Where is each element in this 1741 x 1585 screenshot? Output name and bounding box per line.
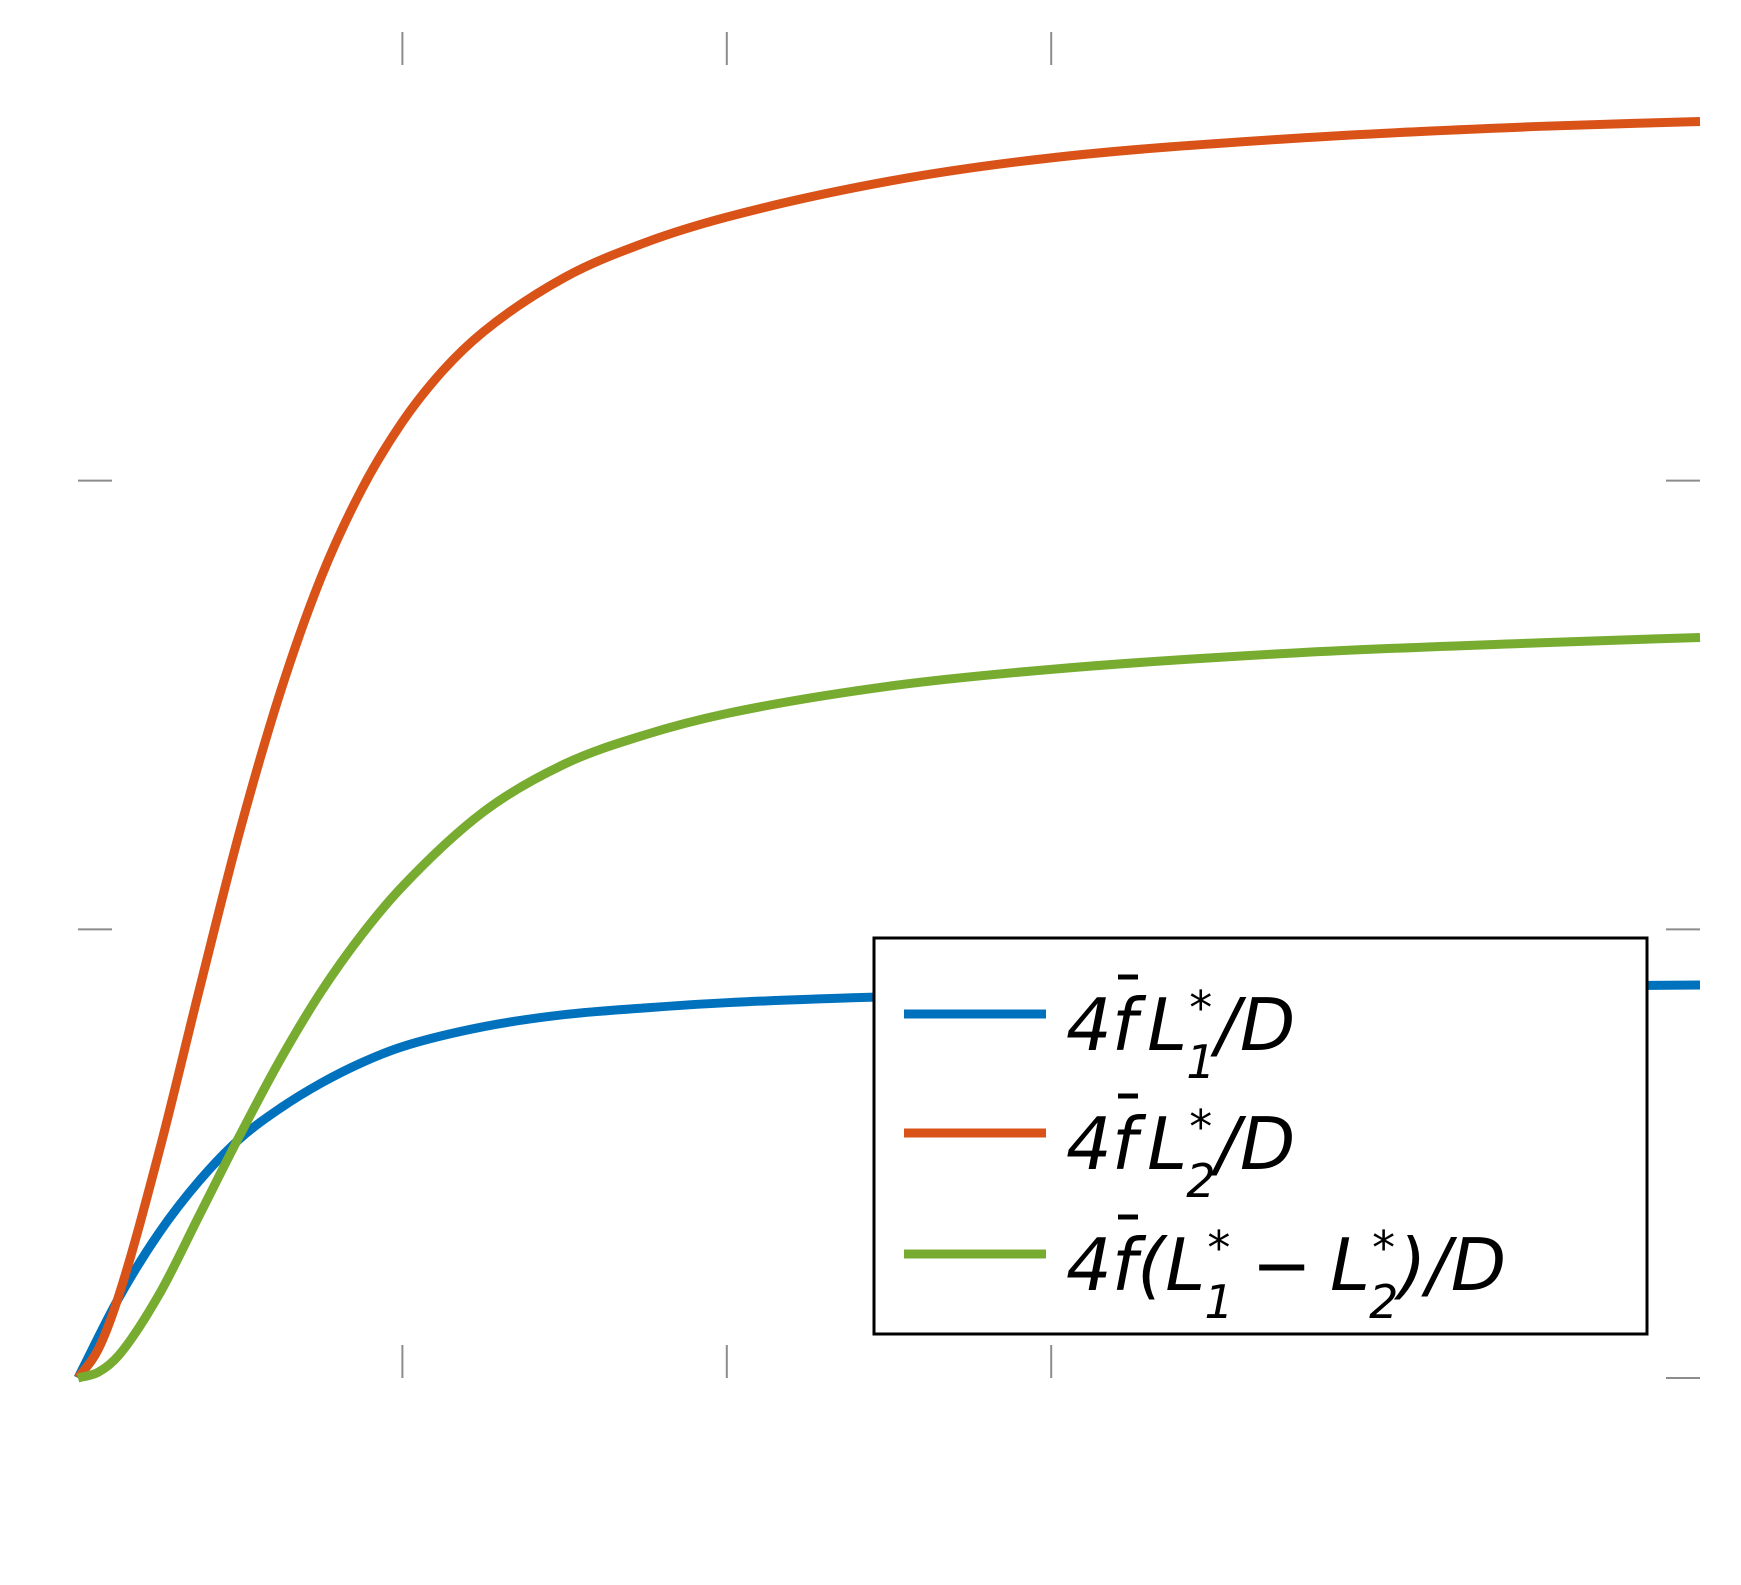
series-line-2 [74, 117, 1701, 1381]
series-line-3 [76, 632, 1701, 1383]
legend: 4f L* 1/D 4f L* 2/D 4f(L* 1− L* 2)/D [872, 936, 1649, 1336]
axis-ticks [78, 32, 1700, 1379]
legend-label-series-2: 4f L* 2/D [1066, 1100, 1295, 1208]
legend-label-series-3: 4f(L* 1− L* 2)/D [1066, 1221, 1506, 1329]
